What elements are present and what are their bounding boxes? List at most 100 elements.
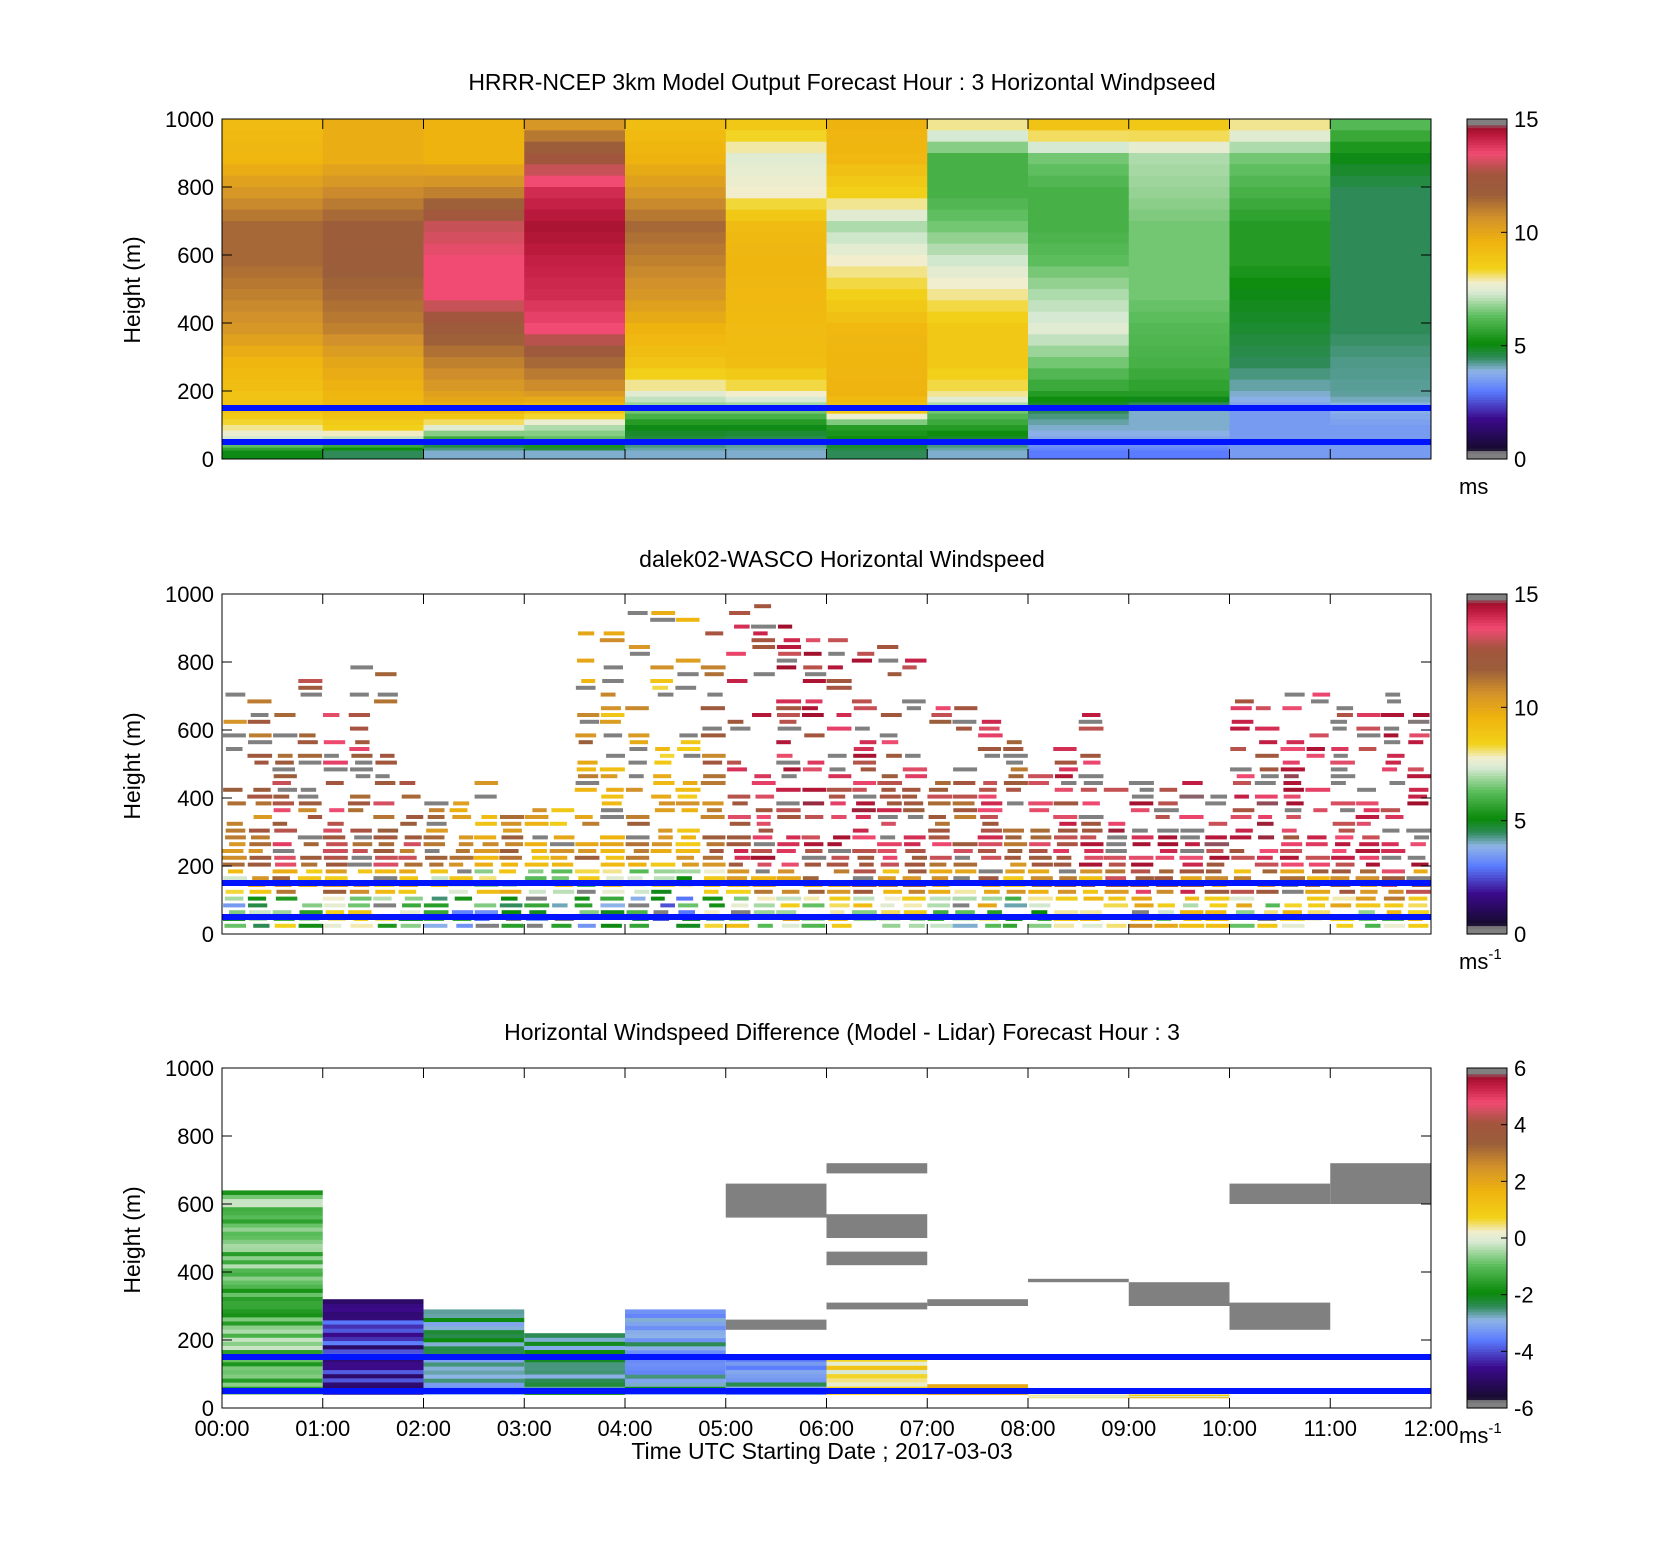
range-gate-cell <box>449 808 468 813</box>
heatmap-cell <box>625 334 727 347</box>
colorbar-segment <box>1467 1291 1507 1296</box>
heatmap-cell <box>1330 164 1432 177</box>
range-gate-cell <box>877 876 896 881</box>
colorbar-segment <box>1467 647 1507 652</box>
colorbar <box>1466 118 1508 460</box>
range-gate-cell <box>474 794 497 799</box>
range-gate-cell <box>274 855 296 860</box>
range-gate-cell <box>1331 869 1351 874</box>
range-gate-cell <box>355 774 371 779</box>
range-gate-cell <box>599 638 625 643</box>
colorbar-tick-label: 2 <box>1514 1169 1526 1194</box>
range-gate-cell <box>907 869 927 874</box>
range-gate-cell <box>1358 747 1377 751</box>
heatmap-cell <box>1128 277 1230 290</box>
range-gate-cell <box>348 910 372 915</box>
range-gate-cell <box>734 855 751 860</box>
range-gate-cell <box>927 794 953 799</box>
range-gate-cell <box>248 740 273 745</box>
colorbar-segment <box>1467 925 1507 929</box>
heatmap-cell <box>423 391 525 398</box>
colorbar-segment <box>1467 1238 1507 1242</box>
range-gate-cell <box>574 903 593 908</box>
range-gate-cell <box>1078 726 1104 731</box>
difference-cell <box>322 1336 424 1342</box>
range-gate-cell <box>852 835 876 840</box>
range-gate-cell <box>475 923 500 928</box>
difference-cell <box>1128 1396 1230 1399</box>
heatmap-cell <box>826 221 928 233</box>
heatmap-cell <box>826 368 928 381</box>
range-gate-cell <box>952 896 977 901</box>
range-gate-cell <box>373 835 398 840</box>
heatmap-cell <box>927 425 1029 432</box>
y-tick-labels: 0 200 400 600 800 1000 <box>165 582 214 947</box>
heatmap-cell <box>625 119 727 131</box>
colorbar-segment <box>1467 1243 1507 1248</box>
heatmap-cell <box>1028 444 1130 449</box>
difference-cell <box>222 1247 323 1253</box>
range-gate-cell <box>726 679 748 683</box>
range-gate-cell <box>953 849 973 853</box>
range-gate-cell <box>1205 923 1230 928</box>
range-gate-cell <box>349 692 369 697</box>
heatmap-cell <box>625 289 727 301</box>
range-gate-cell <box>429 808 445 813</box>
heatmap-cell <box>625 444 727 449</box>
heatmap-cell <box>1229 413 1331 420</box>
range-gate-cell <box>1005 896 1022 901</box>
heatmap-cell <box>322 255 424 267</box>
above-scale-cell <box>725 1183 827 1218</box>
heatmap-cell <box>222 425 324 432</box>
range-gate-cell <box>1209 903 1228 908</box>
heatmap-cell <box>322 379 424 392</box>
range-gate-cell <box>1080 787 1097 792</box>
range-gate-cell <box>902 787 921 792</box>
heatmap-cell <box>322 153 424 165</box>
heatmap-cell <box>524 413 626 420</box>
range-gate-cell <box>1108 896 1126 901</box>
colorbar-segment <box>1467 1127 1507 1131</box>
heatmap-cell <box>927 255 1029 267</box>
difference-cell <box>322 1303 424 1308</box>
heatmap-cell <box>927 323 1029 335</box>
range-gate-cell <box>1155 855 1175 860</box>
range-gate-cell <box>348 713 370 717</box>
heatmap-cell <box>826 198 928 211</box>
range-gate-cell <box>501 835 524 840</box>
colorbar-segment <box>1467 235 1507 239</box>
range-gate-cell <box>501 910 522 915</box>
heatmap-cell <box>1330 419 1432 426</box>
difference-cell <box>423 1370 525 1375</box>
range-gate-cell <box>952 794 978 799</box>
colorbar-segment <box>1467 1252 1507 1256</box>
colorbar-segment <box>1467 209 1507 214</box>
colorbar-segment <box>1467 656 1507 660</box>
panel-difference: Horizontal Windspeed Difference (Model -… <box>119 1019 1534 1464</box>
heatmap-cell <box>1330 175 1432 188</box>
heatmap-cell <box>725 187 827 199</box>
range-gate-cell <box>1387 699 1402 704</box>
colorbar-segment <box>1467 184 1507 188</box>
range-gate-cell <box>1255 753 1279 758</box>
range-gate-cell <box>731 903 749 908</box>
range-gate-cell <box>600 910 625 915</box>
range-gate-cell <box>802 767 822 772</box>
heatmap-cell <box>927 266 1029 279</box>
range-gate-cell <box>676 876 692 881</box>
range-gate-cell <box>905 753 921 758</box>
heatmap-cell <box>524 175 626 188</box>
range-gate-cell <box>1182 862 1203 867</box>
range-gate-cell <box>755 794 775 799</box>
range-gate-cell <box>1340 808 1355 813</box>
colorbar-segment <box>1467 922 1507 927</box>
heatmap-cell <box>1028 323 1130 335</box>
range-gate-cell <box>325 910 345 915</box>
range-gate-cell <box>955 869 977 874</box>
range-gate-cell <box>953 862 978 867</box>
range-gate-cell <box>355 760 373 765</box>
range-gate-cell <box>882 855 898 860</box>
range-gate-cell <box>226 821 243 826</box>
heatmap-cell <box>826 425 928 432</box>
range-gate-cell <box>1003 876 1024 881</box>
